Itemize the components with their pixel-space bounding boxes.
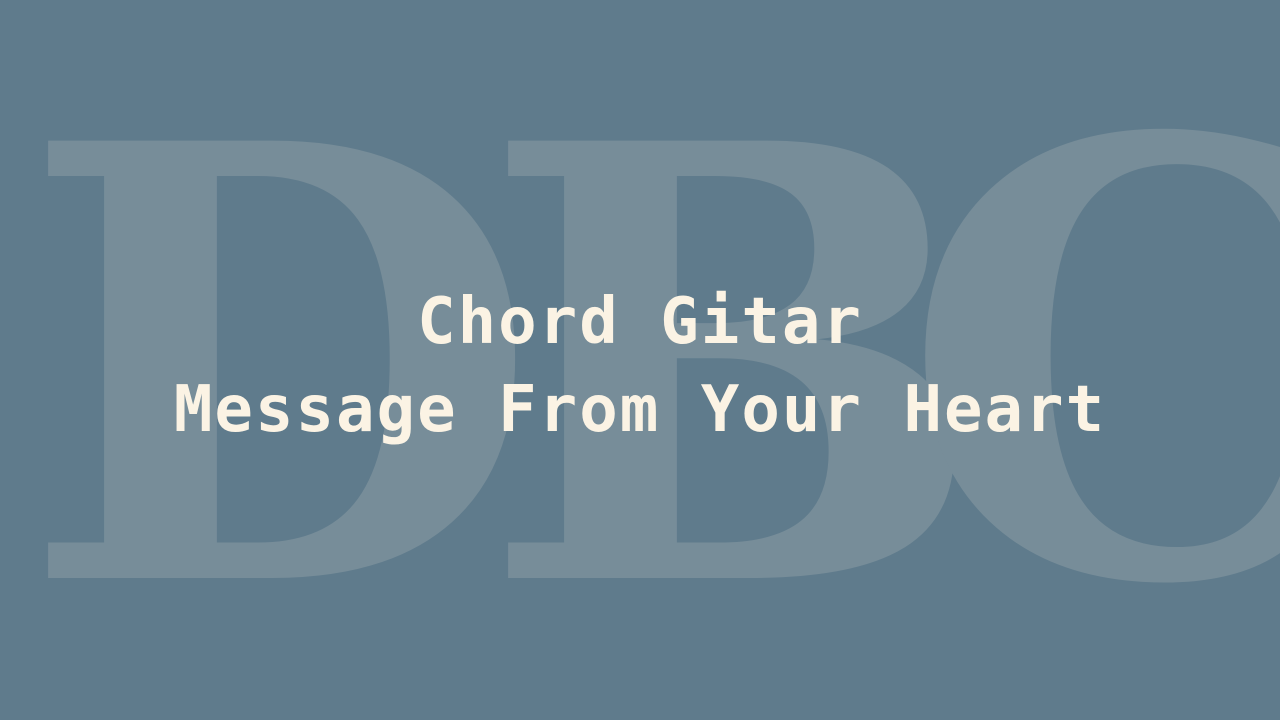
watermark-letter-b: B [480,15,988,720]
watermark-letter-d: D [20,15,541,720]
title-block: Chord Gitar Message From Your Heart [0,278,1280,454]
watermark-letter-c: C [900,11,1280,716]
title-line-1: Chord Gitar [417,285,863,359]
title-line-2: Message From Your Heart [173,373,1107,447]
